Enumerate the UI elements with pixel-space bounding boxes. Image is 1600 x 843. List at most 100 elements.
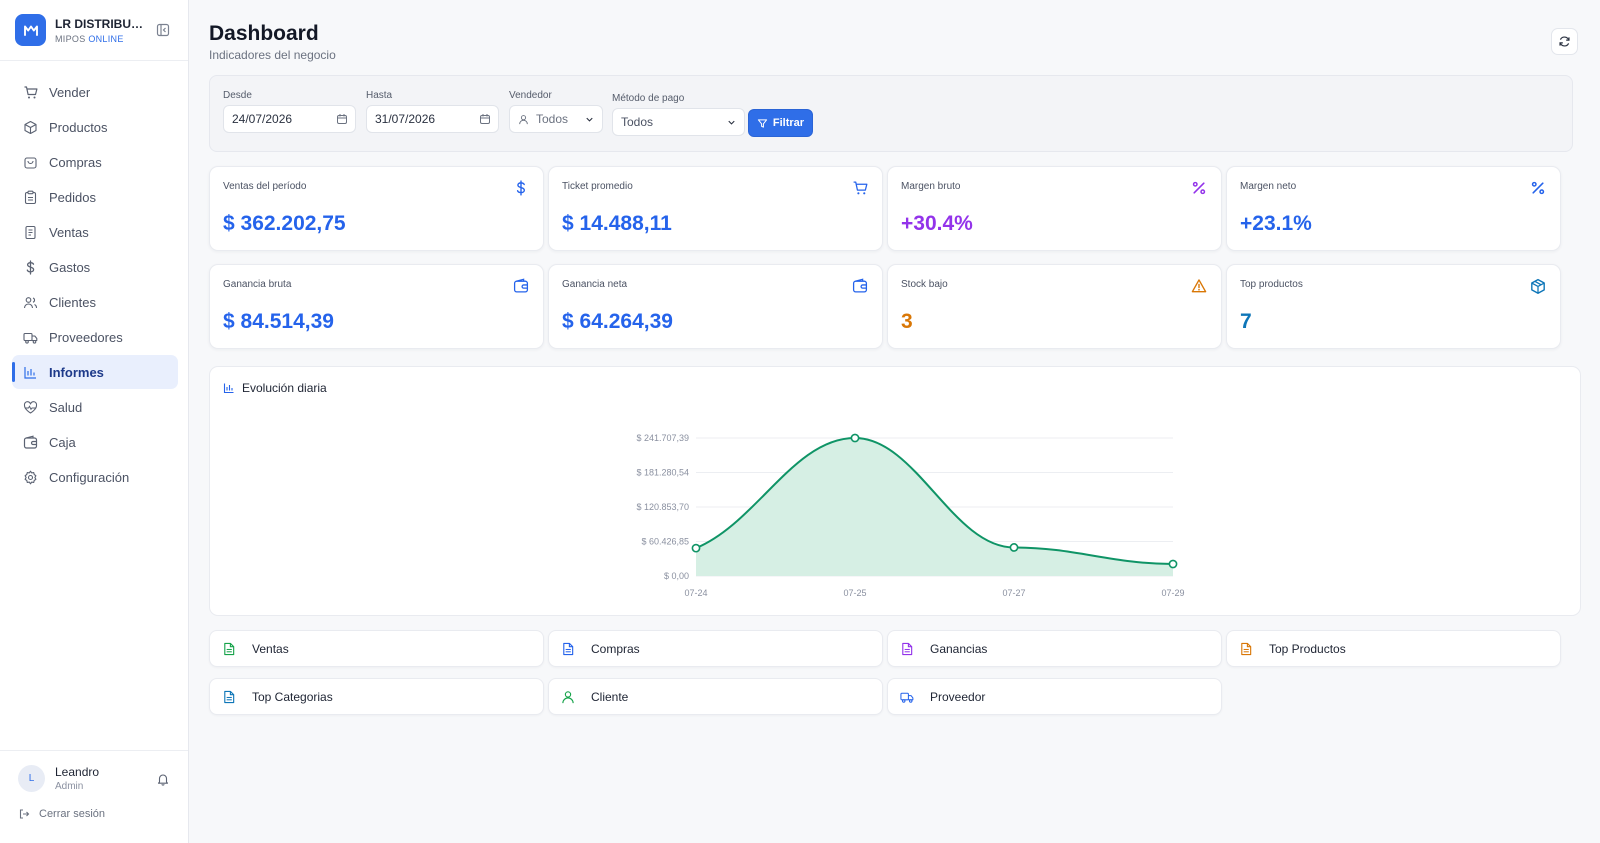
kpi-label: Margen neto: [1240, 181, 1297, 192]
sidebar-item-vender[interactable]: Vender: [12, 75, 178, 109]
report-ventas-button[interactable]: Ventas: [209, 630, 544, 667]
kpi-value: $ 84.514,39: [223, 310, 334, 333]
sidebar-nav: Vender Productos Compras Pedidos Ventas Gasto…: [0, 61, 188, 494]
kpi-value: $ 14.488,11: [562, 212, 672, 235]
package-icon: [1530, 278, 1546, 294]
file-icon: [900, 642, 922, 656]
collapse-sidebar-icon[interactable]: [156, 23, 170, 37]
user-icon: [561, 690, 583, 704]
page-title: Dashboard: [209, 22, 319, 45]
sidebar-item-label: Salud: [49, 399, 83, 415]
cart-icon: [852, 180, 868, 196]
warning-icon: [1191, 278, 1207, 294]
dollar-icon: [23, 259, 38, 275]
daily-evolution-chart: $ 0,00 $ 60.426,85 $ 120.853,70 $ 181.280,5…: [636, 433, 1184, 598]
kpi-label: Ticket promedio: [562, 181, 633, 192]
metodo-pago-select[interactable]: Todos: [612, 108, 745, 136]
vendedor-label: Vendedor: [509, 90, 552, 101]
y-tick-label: $ 241.707,39: [636, 433, 689, 443]
desde-value: 24/07/2026: [232, 112, 293, 126]
sidebar-item-compras[interactable]: Compras: [12, 145, 178, 179]
sidebar-item-label: Ventas: [49, 224, 89, 240]
sidebar-item-label: Pedidos: [49, 189, 96, 205]
box-icon: [23, 120, 38, 135]
truck-icon: [900, 690, 922, 704]
bell-icon[interactable]: [156, 772, 170, 786]
report-label: Ventas: [252, 641, 289, 656]
sidebar-item-ventas[interactable]: Ventas: [12, 215, 178, 249]
calendar-icon: [336, 113, 348, 128]
brand-sub-prefix: MIPOS: [55, 33, 86, 44]
report-compras-button[interactable]: Compras: [548, 630, 883, 667]
user-panel: L Leandro Admin Cerrar sesión: [0, 750, 188, 843]
refresh-icon: [1559, 36, 1570, 47]
cart-icon: [23, 85, 38, 100]
report-proveedor-button[interactable]: Proveedor: [887, 678, 1222, 715]
report-label: Top Categorias: [252, 689, 333, 704]
report-top-categorias-button[interactable]: Top Categorias: [209, 678, 544, 715]
kpi-card: Stock bajo 3: [887, 264, 1222, 349]
report-top-productos-button[interactable]: Top Productos: [1226, 630, 1561, 667]
desde-date-input[interactable]: 24/07/2026: [223, 105, 356, 133]
report-label: Ganancias: [930, 641, 988, 656]
sidebar-item-label: Productos: [49, 119, 108, 135]
filters-panel: Desde 24/07/2026 Hasta 31/07/2026 Vended…: [209, 75, 1573, 152]
x-tick-label: 07-24: [684, 588, 707, 598]
chart-data-point: [850, 433, 860, 443]
metodo-value: Todos: [621, 115, 654, 129]
sidebar-item-informes[interactable]: Informes: [12, 355, 178, 389]
kpi-label: Ganancia neta: [562, 279, 628, 290]
dollar-icon: [513, 180, 529, 196]
sidebar-item-pedidos[interactable]: Pedidos: [12, 180, 178, 214]
report-cliente-button[interactable]: Cliente: [548, 678, 883, 715]
report-label: Cliente: [591, 689, 629, 704]
vendedor-group: Vendedor Todos: [509, 90, 603, 133]
hasta-group: Hasta 31/07/2026: [366, 90, 499, 133]
user-icon: [518, 114, 529, 125]
sidebar-item-label: Informes: [49, 364, 104, 380]
report-label: Compras: [591, 641, 640, 656]
kpi-value: +23.1%: [1240, 212, 1312, 235]
sidebar-item-configuracion[interactable]: Configuración: [12, 460, 178, 494]
sidebar-item-label: Configuración: [49, 469, 130, 485]
kpi-value: 7: [1240, 310, 1252, 333]
chevron-down-icon: [584, 114, 595, 128]
metodo-label: Método de pago: [612, 93, 685, 104]
chart-data-point: [1009, 543, 1019, 552]
filter-button-label: Filtrar: [772, 117, 805, 129]
sidebar-item-salud[interactable]: Salud: [12, 390, 178, 424]
vendedor-select[interactable]: Todos: [509, 105, 603, 133]
app-logo-icon: [15, 14, 46, 46]
user-role: Admin: [55, 781, 84, 792]
vendedor-value: Todos: [536, 112, 569, 126]
heart-pulse-icon: [23, 400, 38, 415]
report-ganancias-button[interactable]: Ganancias: [887, 630, 1222, 667]
gear-icon: [23, 470, 38, 485]
refresh-button[interactable]: [1551, 28, 1578, 55]
sidebar-item-label: Vender: [49, 84, 91, 100]
chart-title: Evolución diaria: [242, 381, 327, 395]
sidebar-item-productos[interactable]: Productos: [12, 110, 178, 144]
desde-group: Desde 24/07/2026: [223, 90, 356, 133]
sidebar-item-caja[interactable]: Caja: [12, 425, 178, 459]
sidebar-item-label: Gastos: [49, 259, 91, 275]
sidebar-item-proveedores[interactable]: Proveedores: [12, 320, 178, 354]
chart-series-line: [695, 436, 1174, 566]
kpi-label: Ganancia bruta: [223, 279, 292, 290]
logout-button[interactable]: Cerrar sesión: [18, 808, 170, 820]
filter-button[interactable]: Filtrar: [748, 109, 813, 137]
hasta-value: 31/07/2026: [375, 112, 436, 126]
brand-name: LR DISTRIBUIDORA: [55, 16, 143, 31]
chart-area-fill: [696, 438, 1173, 576]
avatar[interactable]: L: [18, 765, 45, 792]
sidebar-item-clientes[interactable]: Clientes: [12, 285, 178, 319]
y-tick-label: $ 120.853,70: [636, 502, 689, 512]
user-name: Leandro: [55, 765, 100, 779]
kpi-value: +30.4%: [901, 212, 973, 235]
desde-label: Desde: [223, 90, 252, 101]
hasta-date-input[interactable]: 31/07/2026: [366, 105, 499, 133]
chevron-down-icon: [726, 117, 737, 131]
logout-icon: [19, 809, 30, 819]
sidebar-item-gastos[interactable]: Gastos: [12, 250, 178, 284]
clipboard-icon: [23, 190, 38, 205]
